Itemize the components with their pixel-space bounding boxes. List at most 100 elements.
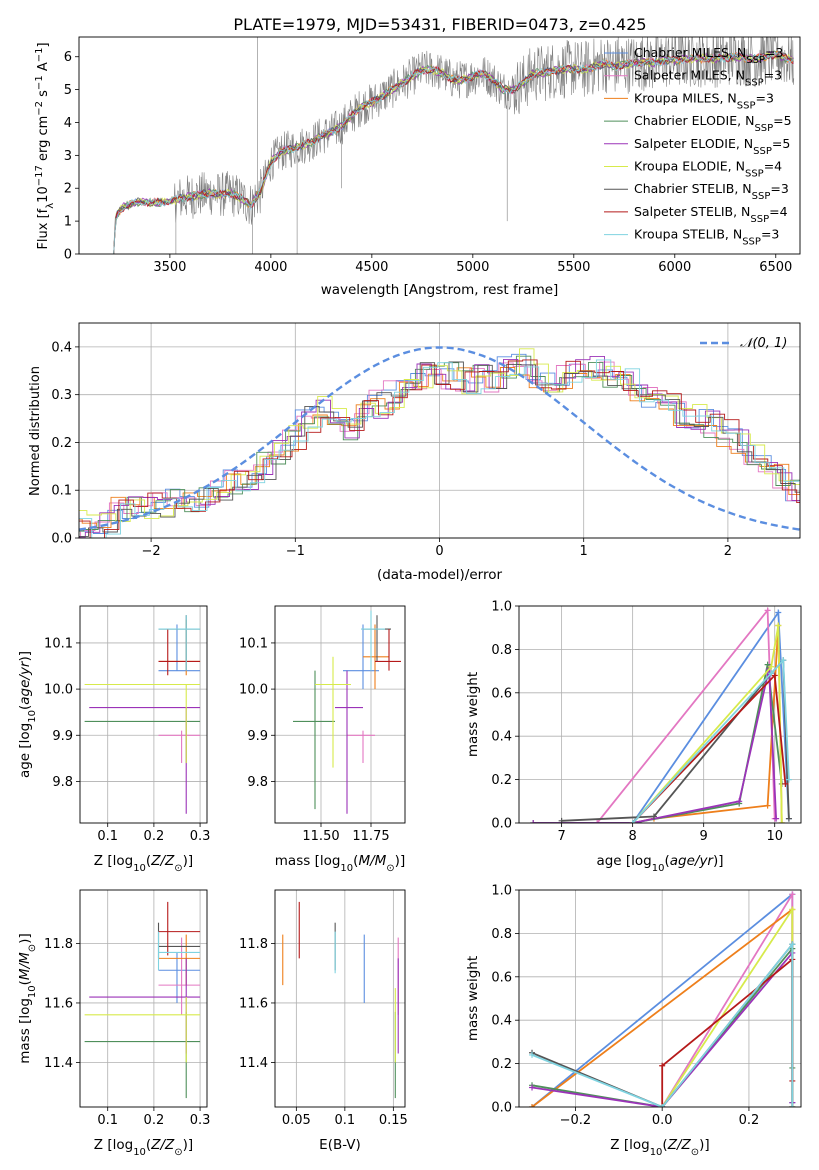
y-tick-label: 0.0 (491, 817, 512, 832)
weight-marker-6-1 (650, 813, 657, 820)
legend-label-8: Kroupa STELIB, NSSP=3 (634, 227, 779, 248)
weight-marker-7-2 (782, 780, 789, 787)
x-tick-label: 0 (435, 544, 443, 559)
histogram-series-2 (79, 367, 800, 529)
weight-marker-4-2 (736, 798, 743, 805)
x-tick-label: −0.2 (560, 1113, 592, 1128)
gaussian-reference-line (79, 346, 800, 531)
mass_vs_ebv-plot-area (282, 901, 399, 1099)
x-axis-label: wavelength [Angstrom, rest frame] (321, 282, 559, 298)
spectrum-model-line-8 (113, 52, 794, 254)
x-tick-label: 11.50 (302, 829, 339, 844)
weight-marker-2-0 (529, 1104, 536, 1107)
y-tick-label: 9.9 (52, 729, 73, 744)
y-tick-label: 0 (64, 248, 72, 263)
x-axis-label: (data-model)/error (377, 567, 503, 583)
x-axis-label: mass [log10(M/M⊙)] (275, 853, 405, 874)
axes-frame (274, 605, 406, 824)
weight-marker-3-3 (764, 661, 771, 668)
x-tick-label: 0.1 (97, 829, 118, 844)
weight-marker-6-4 (785, 815, 792, 822)
x-tick-label: −1 (286, 544, 305, 559)
weight-marker-5-3 (778, 820, 785, 823)
y-tick-label: 0.0 (491, 1101, 512, 1116)
weight-line-8 (531, 941, 794, 1107)
legend-label-7: Salpeter STELIB, NSSP=4 (634, 204, 788, 225)
x-tick-label: 0.3 (190, 1113, 211, 1128)
legend-label-6: Chabrier STELIB, NSSP=3 (634, 181, 789, 202)
weight_vs_age-plot-area (530, 607, 792, 823)
x-tick-label: 0.15 (379, 1113, 408, 1128)
x-tick-label: 10 (766, 829, 783, 844)
weight-marker-7-1 (659, 1062, 666, 1069)
x-tick-label: −2 (142, 544, 161, 559)
y-axis-label: mass weight (465, 672, 481, 757)
weight-marker-1-1 (764, 607, 771, 614)
histogram-series-7 (79, 359, 800, 538)
x-axis-label: Z [log10(Z/Z⊙)] (610, 1137, 709, 1158)
weight-marker-4-4 (773, 815, 780, 822)
x-tick-label: 0.1 (97, 1113, 118, 1128)
x-tick-label: 0.3 (190, 829, 211, 844)
legend-label-0: Chabrier MILES, NSSP=3 (634, 45, 783, 66)
y-tick-label: 1.0 (491, 600, 512, 615)
histogram-series-1 (79, 361, 800, 538)
y-tick-label: 0.3 (51, 388, 72, 403)
y-tick-label: 10.0 (44, 683, 73, 698)
weight-marker-1-1 (789, 891, 796, 898)
y-tick-label: 2 (64, 182, 72, 197)
legend-label-1: Salpeter MILES, NSSP=3 (634, 68, 782, 89)
legend-label-4: Salpeter ELODIE, NSSP=5 (634, 136, 790, 157)
x-tick-label: 0.1 (335, 1113, 356, 1128)
y-tick-label: 3 (64, 149, 72, 164)
x-axis-label: Z [log10(Z/Z⊙)] (94, 853, 193, 874)
panel-age_vs_Z: 0.1 0.2 0.3 9.8 9.9 10.0 10.1 Z [log10(Z/Z⊙)] ag… (17, 605, 211, 874)
y-axis-label: age [log10(age/yr)] (17, 651, 38, 778)
weight-marker-8-2 (780, 657, 787, 664)
weight-marker-8-0 (529, 1051, 536, 1058)
x-tick-label: 3500 (153, 260, 186, 275)
weight-marker-8-2 (789, 941, 796, 948)
y-tick-label: 11.6 (44, 996, 73, 1011)
y-tick-label: 0.8 (491, 927, 512, 942)
weight-marker-8-0 (629, 820, 636, 823)
weight-marker-5-1 (768, 663, 775, 670)
x-tick-label: 4500 (355, 260, 388, 275)
weight-marker-8-1 (659, 1104, 666, 1107)
y-tick-label: 10.1 (44, 636, 73, 651)
weight-marker-8-3 (785, 776, 792, 783)
histogram-series-3 (79, 355, 800, 532)
x-axis-label: Z [log10(Z/Z⊙)] (94, 1137, 193, 1158)
y-tick-label: 0.4 (51, 340, 72, 355)
legend-label-5: Kroupa ELODIE, NSSP=4 (634, 159, 782, 180)
weight-line-8 (632, 658, 790, 823)
weight-marker-1-0 (594, 820, 601, 823)
x-tick-label: 8 (629, 829, 637, 844)
weight-marker-4-0 (529, 1084, 536, 1091)
spectrum-model-line-7 (113, 52, 794, 254)
axes-frame (78, 322, 801, 539)
age_vs_Z-plot-area (84, 615, 201, 814)
y-tick-label: 6 (64, 50, 72, 65)
x-axis-label: E(B-V) (319, 1137, 361, 1153)
panel-weight_vs_Z: −0.2 0.0 0.2 0.0 0.2 0.4 0.6 0.8 1.0 Z [log10(Z/Z… (465, 884, 802, 1158)
weight-marker-5-2 (775, 622, 782, 629)
y-tick-label: 4 (64, 116, 72, 131)
panel-age_vs_mass: 11.50 11.75 9.8 9.9 10.0 10.1 mass [log10(M/M⊙… (239, 605, 406, 874)
x-tick-label: 0.0 (652, 1113, 673, 1128)
panel-weight_vs_age: 7 8 9 10 0.0 0.2 0.4 0.6 0.8 1.0 age [log10(age/yr… (465, 600, 802, 874)
y-tick-label: 0.4 (491, 1014, 512, 1029)
panel-spectrum: 3500 4000 4500 5000 5500 6000 6500 0 1 2 3 4 5 6 Chabr… (34, 36, 801, 298)
y-tick-label: 0.0 (51, 532, 72, 547)
x-tick-label: 9 (700, 829, 708, 844)
histogram-series-6 (79, 361, 800, 537)
x-tick-label: 4000 (254, 260, 287, 275)
x-tick-label: 5000 (456, 260, 489, 275)
histogram-plot-area (79, 346, 800, 538)
legend-label-gaussian: 𝒩(0, 1) (740, 336, 787, 351)
axes-frame (274, 889, 406, 1108)
x-tick-label: 6500 (759, 260, 792, 275)
y-tick-label: 0.2 (491, 1057, 512, 1072)
y-tick-label: 5 (64, 83, 72, 98)
